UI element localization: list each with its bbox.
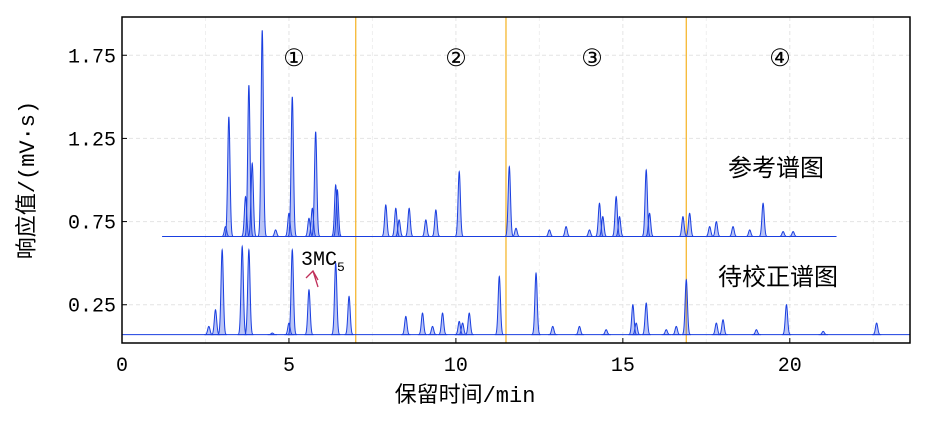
peak — [404, 207, 414, 238]
peak — [631, 322, 641, 336]
peak — [711, 322, 722, 336]
peak — [437, 312, 448, 336]
series-label: 待校正谱图 — [718, 264, 838, 293]
peak — [257, 30, 268, 237]
peak — [671, 325, 681, 336]
peak — [728, 226, 738, 238]
annotation-arrow — [305, 269, 319, 288]
peak — [304, 288, 314, 336]
peak — [561, 226, 571, 238]
peak — [644, 212, 655, 238]
peak — [681, 278, 692, 336]
x-tick-label: 20 — [778, 355, 802, 378]
peak — [511, 227, 521, 238]
peak — [711, 220, 722, 238]
peak — [544, 229, 555, 238]
region-label: ④ — [769, 47, 791, 74]
peak — [584, 229, 595, 238]
y-tick-label: 0.75 — [68, 213, 116, 236]
peak — [247, 161, 257, 238]
peak — [464, 312, 474, 336]
peak — [267, 332, 277, 336]
peak — [628, 303, 638, 336]
peak — [391, 207, 401, 238]
peak — [244, 85, 254, 237]
peak — [718, 319, 728, 336]
peak — [287, 247, 298, 336]
peak — [381, 204, 391, 238]
y-axis-label: 响应值/(mV·s) — [15, 101, 41, 259]
peak — [332, 188, 343, 238]
peak — [598, 215, 608, 238]
peak — [641, 168, 651, 238]
annotation-text: 3MC — [301, 249, 337, 272]
peak — [237, 244, 247, 336]
x-axis-label: 保留时间/min — [395, 383, 536, 409]
peak — [531, 271, 541, 336]
peak — [601, 329, 611, 336]
region-label: ③ — [581, 47, 603, 74]
peak — [307, 207, 317, 238]
peak — [788, 231, 798, 238]
peak — [310, 131, 321, 238]
y-tick-label: 1.25 — [68, 129, 116, 152]
y-tick-label: 0.25 — [68, 296, 116, 319]
peak — [661, 329, 671, 336]
peak — [684, 212, 695, 238]
annotation: 3MC5 — [301, 249, 345, 275]
x-tick-label: 5 — [283, 355, 295, 378]
peak — [614, 215, 625, 238]
annotation-sub: 5 — [337, 260, 345, 275]
region-label: ② — [445, 47, 467, 74]
peak — [611, 195, 621, 238]
x-tick-label: 0 — [116, 355, 128, 378]
peak — [454, 170, 464, 238]
y-tick-label: 1.75 — [68, 46, 116, 69]
peak — [504, 165, 515, 238]
peak — [548, 325, 558, 336]
peak — [781, 303, 792, 336]
peak — [778, 231, 788, 238]
plot-frame — [121, 16, 911, 344]
peak — [427, 325, 438, 336]
peak — [871, 322, 882, 336]
x-tick-label: 10 — [444, 355, 468, 378]
series-label: 参考谱图 — [728, 155, 824, 184]
peak — [270, 229, 281, 238]
peak — [758, 202, 768, 238]
peak — [494, 275, 505, 336]
region-label: ① — [283, 47, 305, 74]
peak — [244, 248, 254, 336]
peak — [344, 295, 354, 336]
peak — [401, 315, 411, 336]
peak — [818, 330, 828, 336]
peak — [421, 219, 431, 238]
peak — [394, 219, 404, 238]
peak — [594, 202, 605, 238]
x-tick-label: 15 — [611, 355, 635, 378]
peak — [574, 325, 585, 336]
peak — [641, 302, 651, 336]
peak — [330, 261, 341, 336]
peak — [217, 248, 227, 336]
peak — [431, 209, 441, 238]
peak — [417, 312, 428, 336]
peak — [745, 229, 755, 238]
peak — [224, 116, 234, 238]
peak — [287, 96, 298, 237]
peak — [751, 329, 762, 336]
